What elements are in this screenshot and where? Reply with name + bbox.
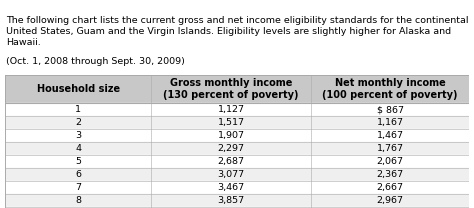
Bar (5, 155, 469, 168)
Text: 1,467: 1,467 (377, 131, 404, 140)
Text: 1,517: 1,517 (218, 118, 245, 127)
Text: Net monthly income
(100 percent of poverty): Net monthly income (100 percent of pover… (322, 78, 458, 100)
Bar (5, 116, 469, 129)
Text: 1,127: 1,127 (218, 105, 245, 114)
Text: 1,167: 1,167 (377, 118, 404, 127)
Text: 2,687: 2,687 (218, 157, 245, 166)
Text: 1,907: 1,907 (218, 131, 245, 140)
Text: (Oct. 1, 2008 through Sept. 30, 2009): (Oct. 1, 2008 through Sept. 30, 2009) (6, 57, 185, 66)
Bar (5, 103, 469, 116)
Bar (5, 75, 469, 103)
Text: 7: 7 (75, 183, 81, 192)
Bar (5, 168, 469, 181)
Text: 3,467: 3,467 (218, 183, 245, 192)
Text: 2,667: 2,667 (377, 183, 404, 192)
Text: 2,067: 2,067 (377, 157, 404, 166)
Bar (5, 181, 469, 194)
Text: The following chart lists the current gross and net income eligibility standards: The following chart lists the current gr… (6, 16, 468, 25)
Text: Gross monthly income
(130 percent of poverty): Gross monthly income (130 percent of pov… (164, 78, 299, 100)
Text: 5: 5 (75, 157, 81, 166)
Text: 2,367: 2,367 (376, 170, 404, 179)
Text: United States, Guam and the Virgin Islands. Eligibility levels are slightly high: United States, Guam and the Virgin Islan… (6, 27, 451, 36)
Text: 6: 6 (75, 170, 81, 179)
Text: Hawaii.: Hawaii. (6, 38, 41, 47)
Bar (5, 142, 469, 155)
Text: 3,857: 3,857 (218, 196, 245, 205)
Text: 2: 2 (75, 118, 81, 127)
Text: 3: 3 (75, 131, 81, 140)
Text: 2,967: 2,967 (377, 196, 404, 205)
Text: 3,077: 3,077 (218, 170, 245, 179)
Text: 1: 1 (75, 105, 81, 114)
Text: Household size: Household size (36, 84, 119, 94)
Text: $ 867: $ 867 (377, 105, 404, 114)
Text: 8: 8 (75, 196, 81, 205)
Bar (5, 207, 469, 208)
Bar (5, 129, 469, 142)
Bar (5, 194, 469, 207)
Text: 4: 4 (75, 144, 81, 153)
Text: 1,767: 1,767 (377, 144, 404, 153)
Text: 2,297: 2,297 (218, 144, 245, 153)
